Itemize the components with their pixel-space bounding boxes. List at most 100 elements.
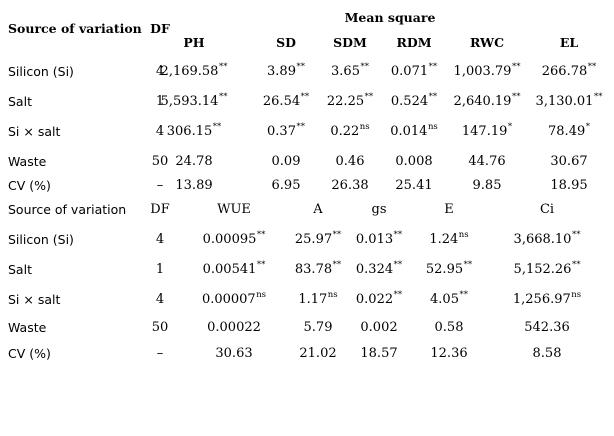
significance-mark: **: [571, 230, 581, 240]
table-cell: 1,256.97ns: [512, 290, 582, 307]
significance-mark: **: [571, 260, 581, 270]
significance-mark: **: [459, 290, 468, 300]
header-source: Source of variation: [8, 21, 142, 36]
significance-mark: *: [585, 122, 590, 132]
table-cell: 26.38: [331, 178, 369, 193]
row-label: Silicon (Si): [8, 64, 74, 79]
header-df: DF: [150, 21, 170, 36]
table-cell: 147.19*: [461, 122, 513, 139]
significance-mark: **: [296, 62, 305, 72]
table-cell: 0.58: [434, 320, 464, 335]
column-header: PH: [183, 35, 205, 50]
significance-mark: **: [393, 260, 403, 270]
significance-mark: ns: [571, 290, 582, 300]
row-label: CV (%): [8, 178, 51, 193]
table-cell: 0.00095**: [202, 230, 266, 247]
row-df: 50: [151, 154, 169, 169]
significance-mark: **: [463, 260, 473, 270]
significance-mark: **: [218, 92, 228, 102]
table-cell: 18.95: [550, 178, 588, 193]
significance-mark: **: [593, 92, 603, 102]
table-cell: 52.95**: [425, 260, 473, 277]
significance-mark: **: [300, 92, 310, 102]
table-cell: 44.76: [468, 154, 506, 169]
table-cell: 542.36: [524, 320, 570, 335]
table-cell: 83.78**: [294, 260, 342, 277]
table-cell: 0.00541**: [202, 260, 266, 277]
significance-mark: **: [256, 230, 266, 240]
significance-mark: **: [296, 122, 305, 132]
significance-mark: ns: [458, 230, 469, 240]
row-df: –: [156, 346, 164, 361]
table-cell: 25.97**: [294, 230, 342, 247]
table-cell: 0.09: [271, 154, 301, 169]
table-cell: 0.524**: [390, 92, 438, 109]
table-cell: 12.36: [430, 346, 468, 361]
significance-mark: **: [428, 92, 438, 102]
significance-mark: **: [332, 230, 342, 240]
table-cell: 1,003.79**: [453, 62, 521, 79]
row-label: Si × salt: [8, 124, 61, 139]
table-cell: 306.15**: [166, 122, 222, 139]
column-header: EL: [559, 35, 579, 50]
header-source: Source of variation: [8, 202, 127, 217]
table-cell: 5,593.14**: [160, 92, 228, 109]
table-cell: 0.22ns: [330, 122, 370, 139]
table-cell: 9.85: [472, 178, 502, 193]
significance-mark: **: [393, 230, 403, 240]
column-header: Ci: [539, 202, 555, 217]
table-cell: 22.25**: [326, 92, 374, 109]
row-df: 1: [155, 94, 165, 109]
significance-mark: **: [393, 290, 403, 300]
row-label: Waste: [8, 154, 47, 169]
column-header: RDM: [396, 35, 432, 50]
table-cell: 1.24ns: [429, 230, 469, 247]
table-cell: 8.58: [532, 346, 562, 361]
table-cell: 2,169.58**: [160, 62, 228, 79]
significance-mark: **: [511, 62, 521, 72]
table-cell: 18.57: [360, 346, 398, 361]
table-cell: 0.00022: [207, 320, 261, 335]
table-cell: 4.05**: [430, 290, 468, 307]
significance-mark: ns: [327, 290, 338, 300]
header-df: DF: [150, 202, 170, 217]
table-cell: 0.013**: [355, 230, 403, 247]
significance-mark: **: [256, 260, 266, 270]
table-cell: 25.41: [395, 178, 433, 193]
table-cell: 21.02: [299, 346, 337, 361]
table-cell: 2,640.19**: [453, 92, 521, 109]
table-cell: 24.78: [175, 154, 213, 169]
row-df: 1: [155, 262, 165, 277]
table-cell: 5.79: [303, 320, 333, 335]
table-cell: 3,668.10**: [513, 230, 581, 247]
column-header: SD: [276, 35, 296, 50]
table-cell: 0.37**: [267, 122, 305, 139]
significance-mark: **: [364, 92, 374, 102]
table-cell: 0.014ns: [390, 122, 438, 139]
table-cell: 1.17ns: [298, 290, 338, 307]
mean-square-heading: Mean square: [344, 10, 436, 25]
row-df: 50: [151, 320, 169, 335]
significance-mark: *: [507, 122, 513, 132]
table-cell: 26.54**: [262, 92, 310, 109]
table-cell: 30.67: [550, 154, 588, 169]
significance-mark: **: [428, 62, 438, 72]
significance-mark: ns: [359, 122, 370, 132]
table-cell: 3.65**: [331, 62, 369, 79]
row-label: Si × salt: [8, 292, 61, 307]
table-cell: 78.49*: [548, 122, 590, 139]
row-df: 4: [155, 292, 165, 307]
table-cell: 13.89: [175, 178, 213, 193]
column-header: RWC: [469, 35, 505, 50]
row-df: 4: [155, 124, 165, 139]
table-cell: 6.95: [271, 178, 301, 193]
column-header: gs: [371, 202, 387, 217]
row-label: Silicon (Si): [8, 232, 74, 247]
significance-mark: **: [218, 62, 228, 72]
row-label: Salt: [8, 262, 32, 277]
row-label: Salt: [8, 94, 32, 109]
table-cell: 3,130.01**: [535, 92, 603, 109]
column-header: WUE: [217, 202, 251, 217]
column-header: SDM: [333, 35, 367, 50]
significance-mark: **: [360, 62, 369, 72]
